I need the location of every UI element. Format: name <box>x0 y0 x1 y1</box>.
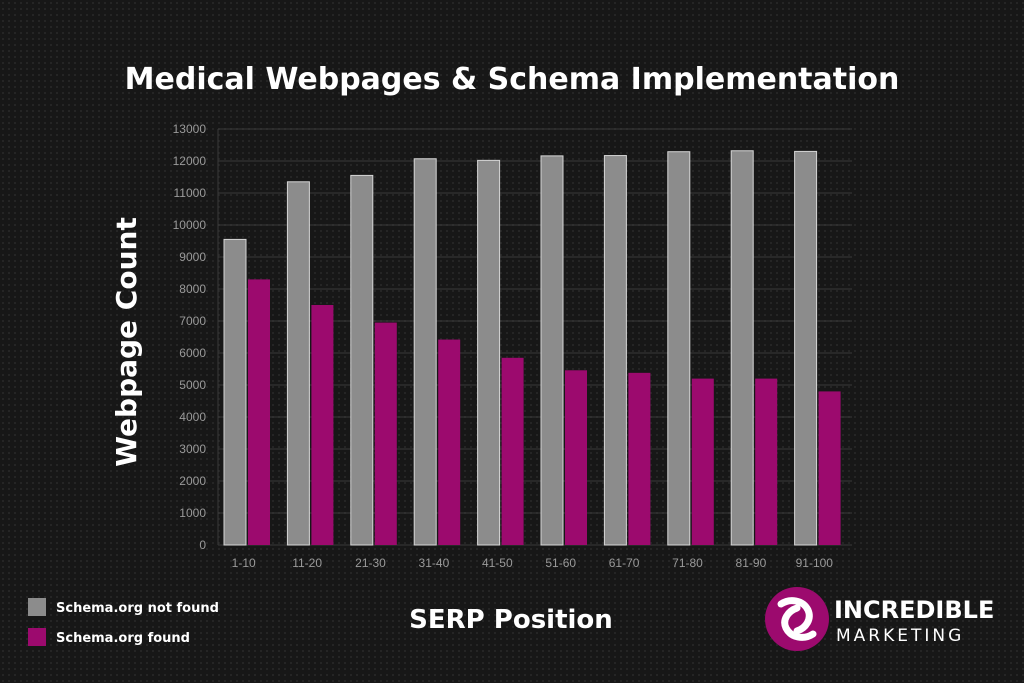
bar-not-found <box>794 150 818 546</box>
y-tick-label: 8000 <box>179 282 206 296</box>
y-tick-label: 0 <box>199 538 206 552</box>
y-tick-label: 4000 <box>179 410 206 424</box>
bars <box>223 150 841 546</box>
bar-found <box>374 322 397 545</box>
y-tick-label: 12000 <box>173 154 207 168</box>
x-tick-label: 71-80 <box>672 556 703 570</box>
bar-found <box>691 378 714 545</box>
bar-found <box>248 279 270 545</box>
legend-swatch-not-found <box>28 598 46 616</box>
logo-mark <box>777 597 817 641</box>
bar-found <box>501 357 524 545</box>
y-tick-label: 10000 <box>173 218 207 232</box>
x-tick-label: 31-40 <box>419 556 450 570</box>
x-tick-label: 91-100 <box>796 556 834 570</box>
bar-not-found <box>350 174 374 546</box>
x-axis-ticks: 1-10 11-20 21-30 31-40 41-50 51-60 61-70 71-80 8… <box>232 556 834 570</box>
x-tick-label: 81-90 <box>736 556 767 570</box>
y-axis-ticks: 0 1000 2000 3000 4000 5000 6000 7000 8000 9000 100… <box>173 122 207 552</box>
y-tick-label: 2000 <box>179 474 206 488</box>
y-tick-label: 9000 <box>179 250 206 264</box>
x-tick-label: 61-70 <box>609 556 640 570</box>
y-tick-label: 7000 <box>179 314 206 328</box>
y-tick-label: 13000 <box>173 122 207 136</box>
bar-not-found <box>540 155 564 546</box>
x-axis-label: SERP Position <box>409 605 613 635</box>
y-tick-label: 11000 <box>174 186 207 200</box>
legend-label-found: Schema.org found <box>56 631 190 646</box>
x-tick-label: 1-10 <box>232 556 256 570</box>
logo-text-line2: MARKETING <box>836 626 964 646</box>
bar-not-found <box>730 150 754 546</box>
incredible-marketing-logo-icon <box>765 587 829 651</box>
bar-found <box>818 391 841 545</box>
x-tick-label: 11-20 <box>292 556 322 570</box>
y-tick-label: 3000 <box>179 442 206 456</box>
y-tick-label: 5000 <box>179 378 206 392</box>
bar-not-found <box>603 155 627 546</box>
legend: Schema.org not found Schema.org found <box>28 598 219 646</box>
legend-item-found: Schema.org found <box>28 628 190 646</box>
x-tick-label: 21-30 <box>355 556 386 570</box>
bar-not-found <box>667 151 691 546</box>
bar-not-found <box>223 238 247 546</box>
bar-found <box>438 339 461 545</box>
bar-found <box>311 305 334 545</box>
brand-logo: INCREDIBLE MARKETING <box>765 587 994 651</box>
legend-swatch-found <box>28 628 46 646</box>
bar-not-found <box>286 181 310 546</box>
bar-not-found <box>413 158 437 546</box>
y-tick-label: 1000 <box>179 506 206 520</box>
logo-text-line1: INCREDIBLE <box>834 596 994 624</box>
chart-title: Medical Webpages & Schema Implementation <box>125 62 900 97</box>
legend-item-not-found: Schema.org not found <box>28 598 219 616</box>
legend-label-not-found: Schema.org not found <box>56 601 219 616</box>
bar-found <box>755 378 778 545</box>
x-tick-label: 51-60 <box>545 556 576 570</box>
x-tick-label: 41-50 <box>482 556 513 570</box>
y-axis-label: Webpage Count <box>110 217 143 467</box>
bar-found <box>628 372 651 545</box>
bar-found <box>565 370 587 545</box>
y-tick-label: 6000 <box>179 346 206 360</box>
bar-not-found <box>477 159 501 546</box>
